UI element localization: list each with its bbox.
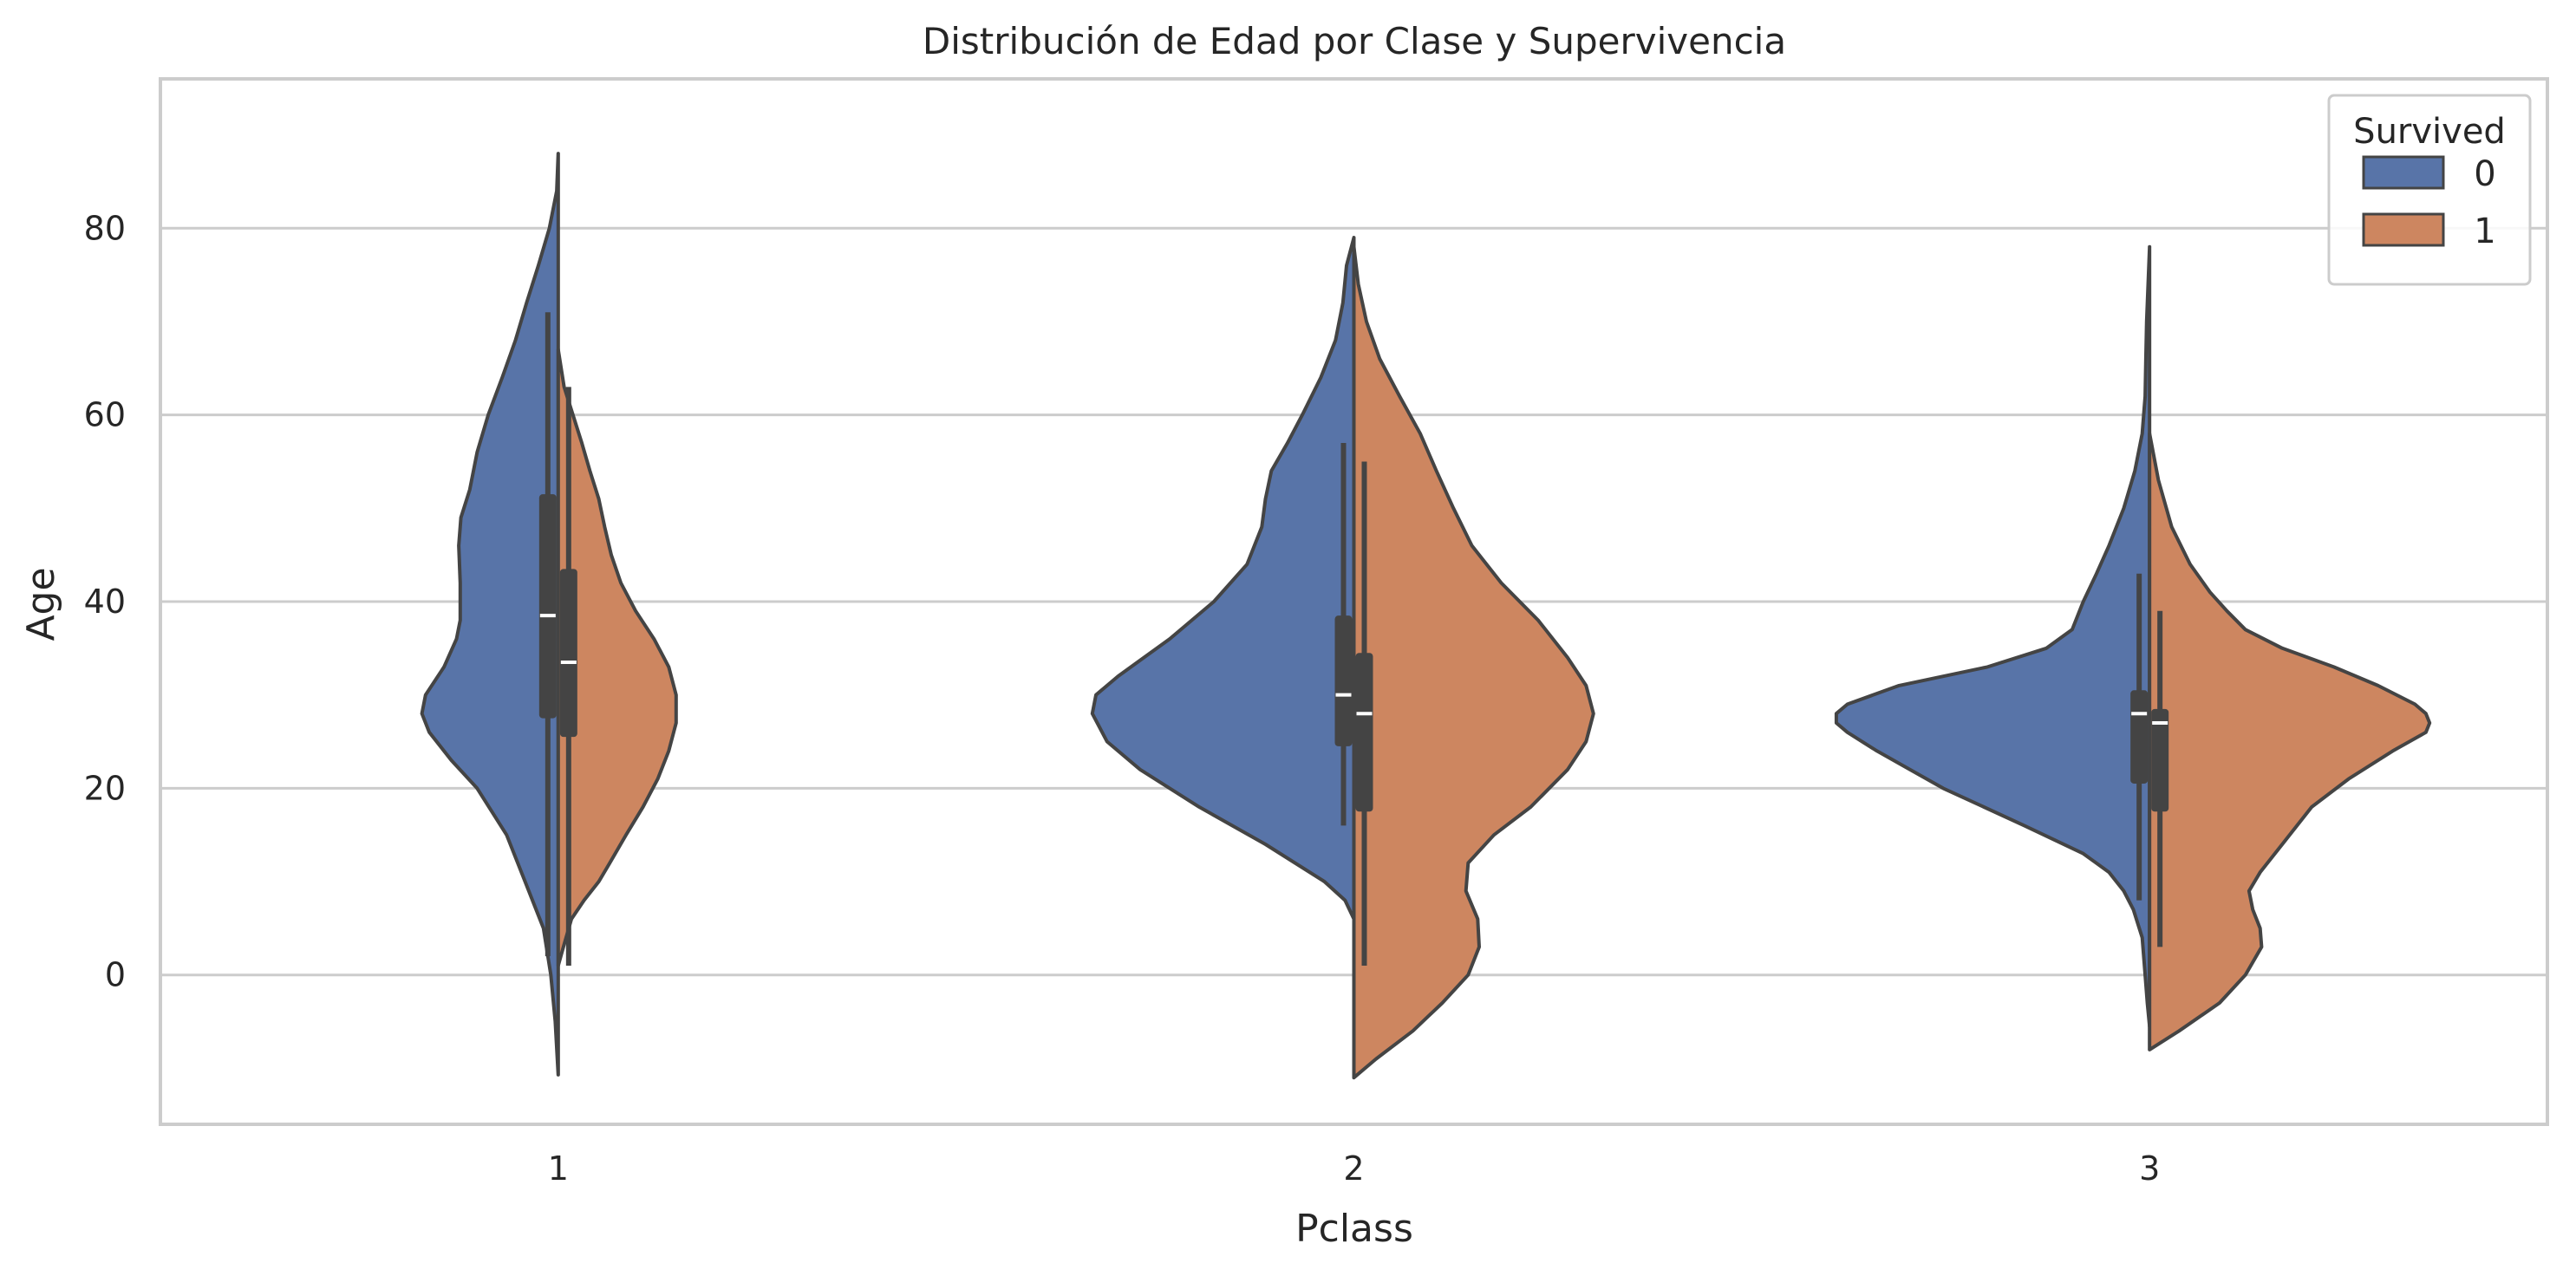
violin-pclass-3-survived-1 [2148, 432, 2432, 1051]
legend-entries: 01 [2362, 154, 2496, 251]
legend-label-0: 0 [2474, 154, 2495, 194]
y-tick-label-40: 40 [84, 583, 126, 621]
inner-boxes [538, 312, 2169, 966]
iqr-box-pclass-1-survived-0 [538, 494, 557, 719]
x-tick-label-1: 1 [548, 1149, 569, 1188]
legend-swatch-0 [2362, 155, 2445, 190]
violin-pclass-1-survived-0 [420, 152, 560, 1077]
x-tick-label-3: 3 [2139, 1149, 2160, 1188]
y-tick-label-0: 0 [105, 956, 126, 994]
iqr-box-pclass-3-survived-1 [2151, 708, 2169, 812]
chart-title: Distribución de Edad por Clase y Supervi… [923, 20, 1786, 62]
y-tick-labels: 0 20 40 60 80 [84, 209, 126, 993]
legend-label-1: 1 [2474, 212, 2495, 251]
y-axis-label: Age [19, 567, 63, 641]
y-tick-label-80: 80 [84, 209, 126, 247]
x-tick-labels: 1 2 3 [548, 1149, 2161, 1188]
plot-frame [159, 77, 2549, 1126]
x-tick-label-2: 2 [1343, 1149, 1364, 1188]
violins [420, 152, 2432, 1080]
violin-pclass-2-survived-1 [1352, 244, 1595, 1080]
iqr-box-pclass-3-survived-0 [2130, 690, 2149, 784]
violin-pclass-3-survived-0 [1834, 244, 2152, 1028]
y-tick-label-20: 20 [84, 769, 126, 807]
iqr-box-pclass-1-survived-1 [559, 569, 577, 738]
violin-pclass-1-survived-1 [556, 348, 678, 967]
legend: Survived 01 [2327, 94, 2532, 286]
y-tick-label-60: 60 [84, 396, 126, 434]
legend-swatch-1 [2362, 212, 2445, 247]
iqr-box-pclass-2-survived-1 [1355, 653, 1373, 812]
x-axis-label: Pclass [1295, 1207, 1413, 1251]
legend-title: Survived [2353, 112, 2506, 152]
violin-pclass-2-survived-0 [1090, 236, 1356, 921]
iqr-box-pclass-2-survived-0 [1334, 615, 1353, 746]
